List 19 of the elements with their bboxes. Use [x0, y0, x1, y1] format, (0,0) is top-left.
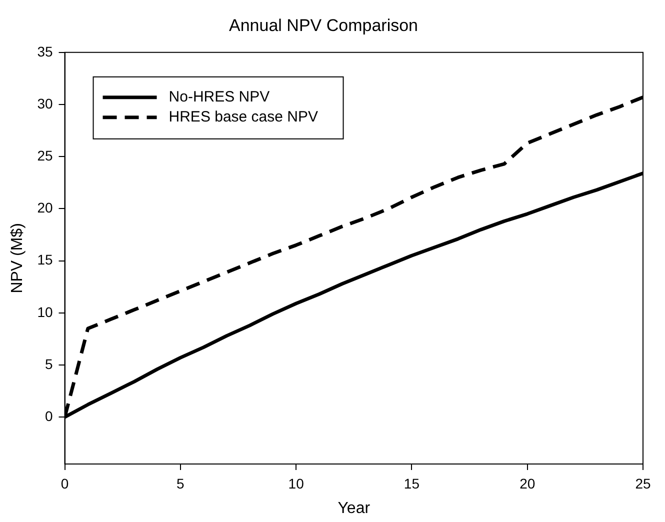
x-tick-label: 20 [520, 475, 536, 492]
chart-title: Annual NPV Comparison [229, 16, 418, 35]
y-tick-label: 25 [37, 147, 53, 164]
legend-label: No-HRES NPV [168, 88, 270, 106]
y-tick-label: 10 [37, 304, 53, 320]
y-tick-label: 0 [44, 408, 53, 424]
x-tick-label: 15 [404, 475, 420, 492]
y-tick-label: 35 [37, 43, 53, 60]
y-tick-label: 30 [37, 95, 53, 112]
y-axis-title: NPV (M$) [9, 223, 26, 294]
x-tick-label: 5 [176, 475, 185, 492]
x-axis-title: Year [338, 500, 371, 517]
y-tick-label: 20 [37, 200, 53, 216]
y-tick-label: 5 [44, 356, 53, 372]
x-tick-label: 25 [635, 475, 651, 492]
y-tick-label: 15 [37, 252, 53, 268]
legend-label: HRES base case NPV [168, 108, 318, 126]
x-tick-label: 10 [288, 475, 304, 492]
x-tick-label: 0 [60, 475, 69, 492]
